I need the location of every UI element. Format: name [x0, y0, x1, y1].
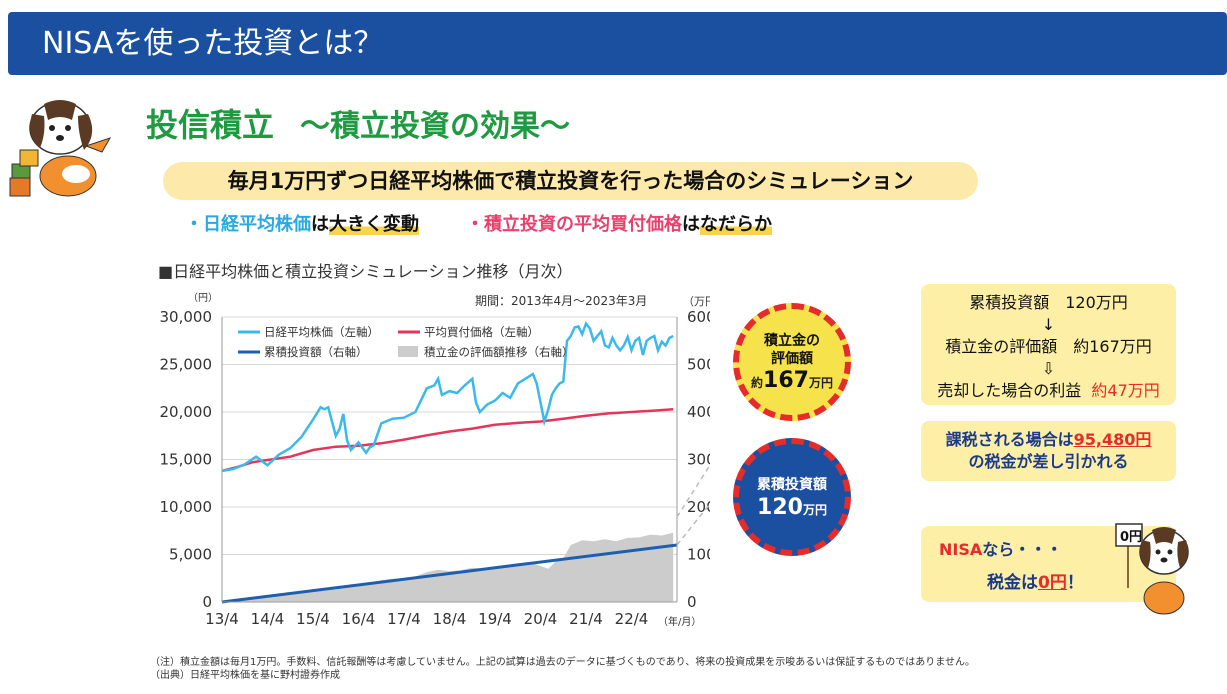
main-title-text: 投信積立: [146, 106, 275, 144]
summary-arrow-2: ⇩: [1041, 359, 1056, 378]
main-subtitle: ～積立投資の効果～: [300, 109, 571, 144]
summary-profit-label: 売却した場合の利益: [937, 381, 1082, 400]
eval-circle-line2: 評価額: [771, 350, 813, 367]
summary-profit: 売却した場合の利益 約47万円: [921, 380, 1176, 402]
point-nikkei-label: ・日経平均株価: [185, 214, 311, 235]
left-axis-unit: （円）: [188, 292, 218, 304]
nisa-exclaim: ！: [1066, 573, 1084, 593]
chart-period: 期間：2013年4月～2023年3月: [475, 294, 647, 308]
eval-circle-value: 167: [763, 367, 809, 393]
connector-eval: [676, 463, 710, 518]
point-nikkei: ・日経平均株価は大きく変動: [185, 210, 419, 236]
chart: 0 0 5,000 100 10,000 200 15,000 300 20,000 400 25,…: [150, 285, 710, 635]
nisa-tax-value: 0円: [1038, 573, 1067, 593]
point-average-particle: は: [682, 214, 700, 235]
footnote-source: （出典）日経平均株価を基に野村證券作成: [150, 670, 340, 681]
summary-eval: 積立金の評価額 約167万円: [945, 337, 1152, 356]
y-left-tick-label: 30,000: [160, 308, 213, 326]
y-left-tick-label: 10,000: [160, 498, 213, 516]
legend-avg: 平均買付価格（左軸）: [424, 325, 539, 339]
x-tick-label: 18/4: [433, 610, 467, 628]
avg-line-series: [221, 407, 674, 473]
summary-arrow-1: ↓: [1041, 315, 1056, 334]
summary-box: 累積投資額 120万円 ↓ 積立金の評価額 約167万円 ⇩ 売却した場合の利益…: [921, 284, 1176, 405]
x-tick-label: 16/4: [342, 610, 376, 628]
x-tick-label: 21/4: [569, 610, 603, 628]
invest-circle-value: 120: [757, 494, 803, 520]
invest-circle-unit: 万円: [802, 502, 827, 517]
tax-amount: 95,480円: [1073, 430, 1152, 449]
tax-text-c: の税金が差し引かれる: [968, 452, 1129, 471]
tax-box: 課税される場合は95,480円 の税金が差し引かれる: [921, 421, 1176, 481]
right-axis-unit: （万円）: [683, 295, 710, 308]
simulation-banner: 毎月1万円ずつ日経平均株価で積立投資を行った場合のシミュレーション: [163, 162, 978, 200]
tax-text-a: 課税される場合は: [945, 430, 1074, 449]
x-tick-label: 20/4: [524, 610, 558, 628]
point-nikkei-particle: は: [311, 214, 329, 235]
legend-nikkei: 日経平均株価（左軸）: [264, 325, 379, 339]
y-right-tick-label: 600: [687, 308, 710, 326]
legend: 日経平均株価（左軸） 平均買付価格（左軸） 累積投資額（右軸） 積立金の評価額推…: [238, 325, 574, 359]
summary-invest: 累積投資額 120万円: [969, 293, 1128, 312]
footnotes: （注）積立金額は毎月1万円。手数料、信託報酬等は考慮していません。上記の試算は過…: [150, 656, 975, 682]
eval-circle-line1: 積立金の: [764, 332, 820, 349]
legend-eval: 積立金の評価額推移（右軸）: [424, 345, 574, 359]
x-tick-label: 19/4: [478, 610, 512, 628]
legend-invest: 累積投資額（右軸）: [264, 345, 368, 359]
point-average: ・積立投資の平均買付価格はなだらか: [466, 210, 772, 236]
x-tick-label: 17/4: [387, 610, 421, 628]
connector-invest: [676, 502, 710, 546]
footnote-note: （注）積立金額は毎月1万円。手数料、信託報酬等は考慮していません。上記の試算は過…: [150, 657, 975, 668]
nisa-text: なら・・・: [982, 540, 1063, 559]
y-left-tick-label: 15,000: [160, 451, 213, 469]
chart-svg: 0 0 5,000 100 10,000 200 15,000 300 20,000 400 25,…: [160, 292, 710, 628]
x-tick-label: 15/4: [296, 610, 330, 628]
y-left-tick-label: 20,000: [160, 403, 213, 421]
y-right-tick-label: 500: [687, 356, 710, 374]
y-left-tick-label: 25,000: [160, 356, 213, 374]
y-right-tick-label: 200: [687, 498, 710, 516]
point-average-highlight: なだらか: [700, 214, 772, 235]
y-left-tick-label: 5,000: [169, 546, 212, 564]
eval-area-series: [222, 532, 674, 602]
nisa-tax-label: 税金は: [987, 573, 1038, 593]
y-right-tick-label: 0: [687, 593, 697, 611]
main-title: 投信積立 ～積立投資の効果～: [146, 100, 570, 146]
nisa-label: NISA: [939, 540, 983, 559]
y-right-tick-label: 400: [687, 403, 710, 421]
chart-title: ■日経平均株価と積立投資シミュレーション推移（月次）: [158, 262, 573, 281]
invest-circle-line1: 累積投資額: [757, 476, 827, 493]
dog-mascot-image: [6, 94, 116, 200]
y-right-tick-label: 300: [687, 451, 710, 469]
page-title: NISAを使った投資とは？: [42, 26, 384, 61]
eval-circle-prefix: 約: [751, 375, 764, 390]
eval-amount-circle: 積立金の 評価額 約167万円: [733, 303, 851, 421]
x-tick-label: 14/4: [251, 610, 285, 628]
point-nikkei-highlight: 大きく変動: [329, 214, 419, 235]
x-axis-unit: （年/月）: [658, 615, 701, 628]
invest-line-series: [221, 543, 678, 604]
sign-text: 0円: [1120, 530, 1142, 545]
point-average-label: ・積立投資の平均買付価格: [466, 214, 682, 235]
x-tick-label: 22/4: [615, 610, 649, 628]
dog-mascot-sign-image: 0円: [1114, 518, 1194, 618]
summary-profit-value: 約47万円: [1091, 381, 1160, 400]
legend-swatch-eval: [398, 346, 418, 357]
y-right-tick-label: 100: [687, 546, 710, 564]
eval-circle-unit: 万円: [808, 375, 833, 390]
page-header: NISAを使った投資とは？: [8, 12, 1227, 75]
y-left-tick-label: 0: [202, 593, 212, 611]
invest-amount-circle: 累積投資額 120万円: [733, 438, 851, 556]
x-tick-label: 13/4: [205, 610, 239, 628]
nikkei-line-series: [221, 321, 674, 473]
